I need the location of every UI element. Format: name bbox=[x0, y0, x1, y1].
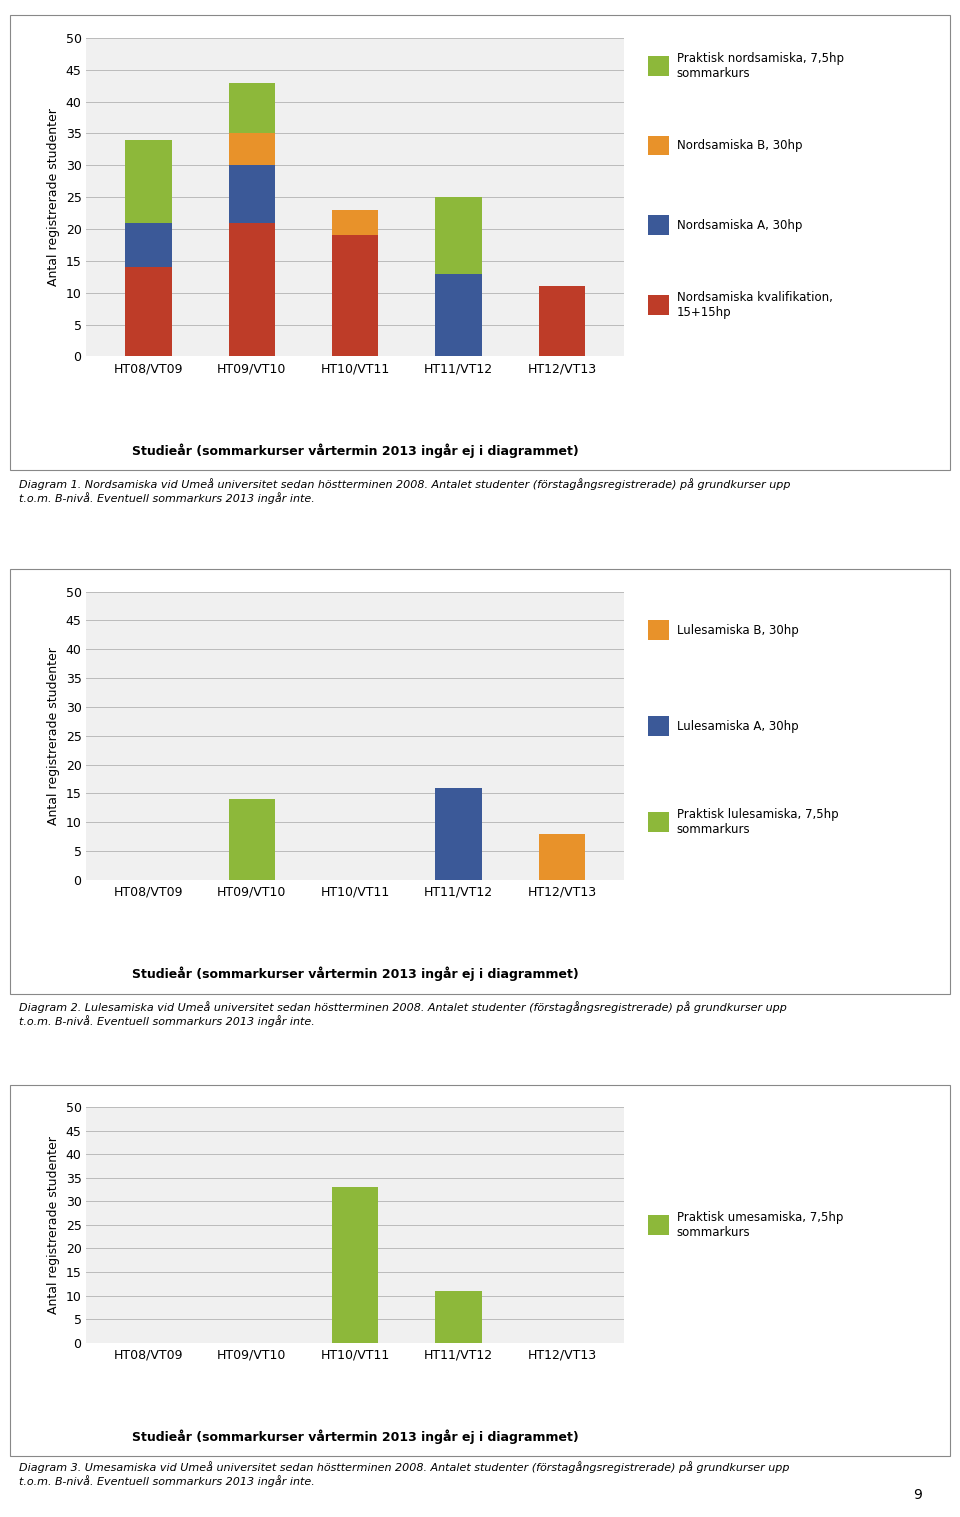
Text: Studieår (sommarkurser vårtermin 2013 ingår ej i diagrammet): Studieår (sommarkurser vårtermin 2013 in… bbox=[132, 1429, 579, 1444]
Bar bbox=[332, 1188, 378, 1343]
Text: Nordsamiska B, 30hp: Nordsamiska B, 30hp bbox=[677, 140, 803, 152]
Text: Studieår (sommarkurser vårtermin 2013 ingår ej i diagrammet): Studieår (sommarkurser vårtermin 2013 in… bbox=[132, 443, 579, 458]
Bar bbox=[125, 140, 172, 223]
Text: Praktisk nordsamiska, 7,5hp
sommarkurs: Praktisk nordsamiska, 7,5hp sommarkurs bbox=[677, 52, 844, 80]
Bar bbox=[332, 209, 378, 235]
Text: 9: 9 bbox=[913, 1488, 922, 1502]
Bar bbox=[228, 133, 276, 165]
Text: Diagram 1. Nordsamiska vid Umeå universitet sedan höstterminen 2008. Antalet stu: Diagram 1. Nordsamiska vid Umeå universi… bbox=[19, 478, 791, 504]
Bar bbox=[228, 799, 276, 880]
Text: Lulesamiska A, 30hp: Lulesamiska A, 30hp bbox=[677, 719, 799, 733]
Bar bbox=[125, 267, 172, 356]
Bar bbox=[125, 223, 172, 267]
Y-axis label: Antal registrerade studenter: Antal registrerade studenter bbox=[47, 108, 60, 287]
Text: Nordsamiska A, 30hp: Nordsamiska A, 30hp bbox=[677, 218, 803, 232]
Bar bbox=[539, 834, 586, 880]
Text: Praktisk umesamiska, 7,5hp
sommarkurs: Praktisk umesamiska, 7,5hp sommarkurs bbox=[677, 1211, 843, 1239]
Bar bbox=[228, 165, 276, 223]
Text: Studieår (sommarkurser vårtermin 2013 ingår ej i diagrammet): Studieår (sommarkurser vårtermin 2013 in… bbox=[132, 966, 579, 981]
Bar bbox=[435, 787, 482, 880]
Text: Nordsamiska kvalifikation,
15+15hp: Nordsamiska kvalifikation, 15+15hp bbox=[677, 291, 832, 319]
Bar bbox=[228, 82, 276, 133]
Bar bbox=[228, 223, 276, 356]
Bar bbox=[435, 197, 482, 273]
Y-axis label: Antal registrerade studenter: Antal registrerade studenter bbox=[47, 646, 60, 825]
Bar bbox=[435, 273, 482, 356]
Y-axis label: Antal registrerade studenter: Antal registrerade studenter bbox=[47, 1136, 60, 1314]
Text: Diagram 3. Umesamiska vid Umeå universitet sedan höstterminen 2008. Antalet stud: Diagram 3. Umesamiska vid Umeå universit… bbox=[19, 1461, 790, 1487]
Text: Diagram 2. Lulesamiska vid Umeå universitet sedan höstterminen 2008. Antalet stu: Diagram 2. Lulesamiska vid Umeå universi… bbox=[19, 1001, 787, 1027]
Bar bbox=[435, 1291, 482, 1343]
Text: Praktisk lulesamiska, 7,5hp
sommarkurs: Praktisk lulesamiska, 7,5hp sommarkurs bbox=[677, 809, 838, 836]
Bar bbox=[332, 235, 378, 356]
Text: Lulesamiska B, 30hp: Lulesamiska B, 30hp bbox=[677, 623, 799, 637]
Bar bbox=[539, 287, 586, 356]
